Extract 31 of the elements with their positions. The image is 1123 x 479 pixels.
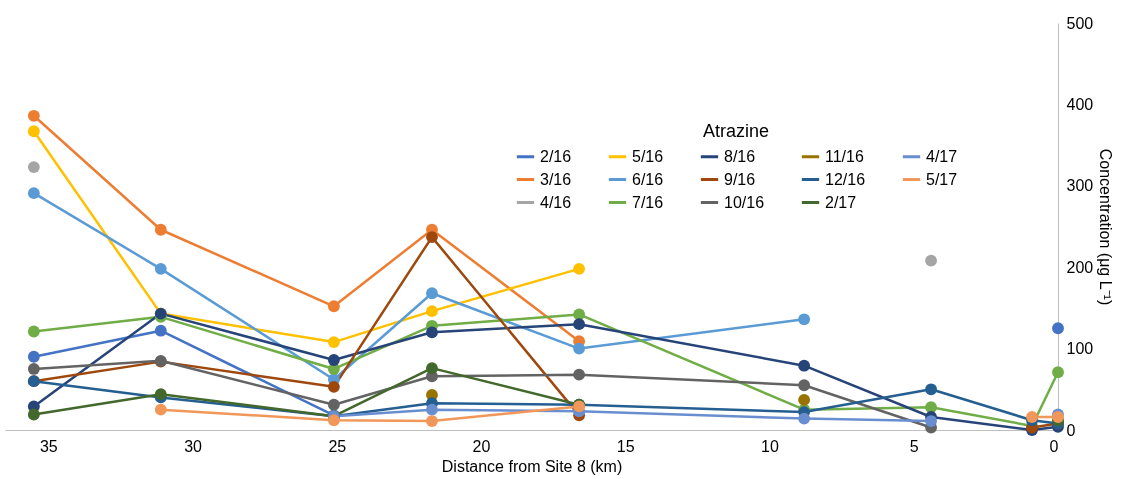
y-tick-label: 300 xyxy=(1066,177,1094,195)
legend-label: 4/16 xyxy=(540,193,572,211)
y-tick-label: 200 xyxy=(1066,258,1094,276)
y-tick-label: 100 xyxy=(1066,340,1094,358)
x-tick-label: 15 xyxy=(616,437,635,455)
x-tick-label: 35 xyxy=(39,437,58,455)
legend-label: 6/16 xyxy=(632,170,664,188)
x-axis-title: Distance from Site 8 (km) xyxy=(441,457,623,475)
legend-label: 7/16 xyxy=(632,193,664,211)
y-tick-label: 0 xyxy=(1066,421,1076,439)
x-tick-label: 5 xyxy=(909,437,919,455)
legend-label: 9/16 xyxy=(724,170,756,188)
y-axis-title: Concentration (μg L⁻¹) xyxy=(1097,148,1115,306)
legend-label: 2/16 xyxy=(540,147,572,165)
legend-label: 4/17 xyxy=(926,147,958,165)
legend-label: 12/16 xyxy=(825,170,866,188)
legend-label: 3/16 xyxy=(540,170,572,188)
legend-label: 8/16 xyxy=(724,147,756,165)
legend-label: 10/16 xyxy=(724,193,765,211)
x-tick-label: 10 xyxy=(761,437,780,455)
y-tick-label: 400 xyxy=(1066,95,1094,113)
x-tick-label: 25 xyxy=(328,437,347,455)
x-tick-label: 30 xyxy=(184,437,203,455)
legend-label: 11/16 xyxy=(825,147,864,165)
x-tick-label: 20 xyxy=(472,437,491,455)
x-tick-label: 0 xyxy=(1049,437,1059,455)
legend-label: 5/17 xyxy=(926,170,958,188)
legend-label: 5/16 xyxy=(632,147,664,165)
legend-title: Atrazine xyxy=(702,121,770,141)
legend-label: 2/17 xyxy=(825,193,857,211)
y-tick-label: 500 xyxy=(1066,14,1094,32)
